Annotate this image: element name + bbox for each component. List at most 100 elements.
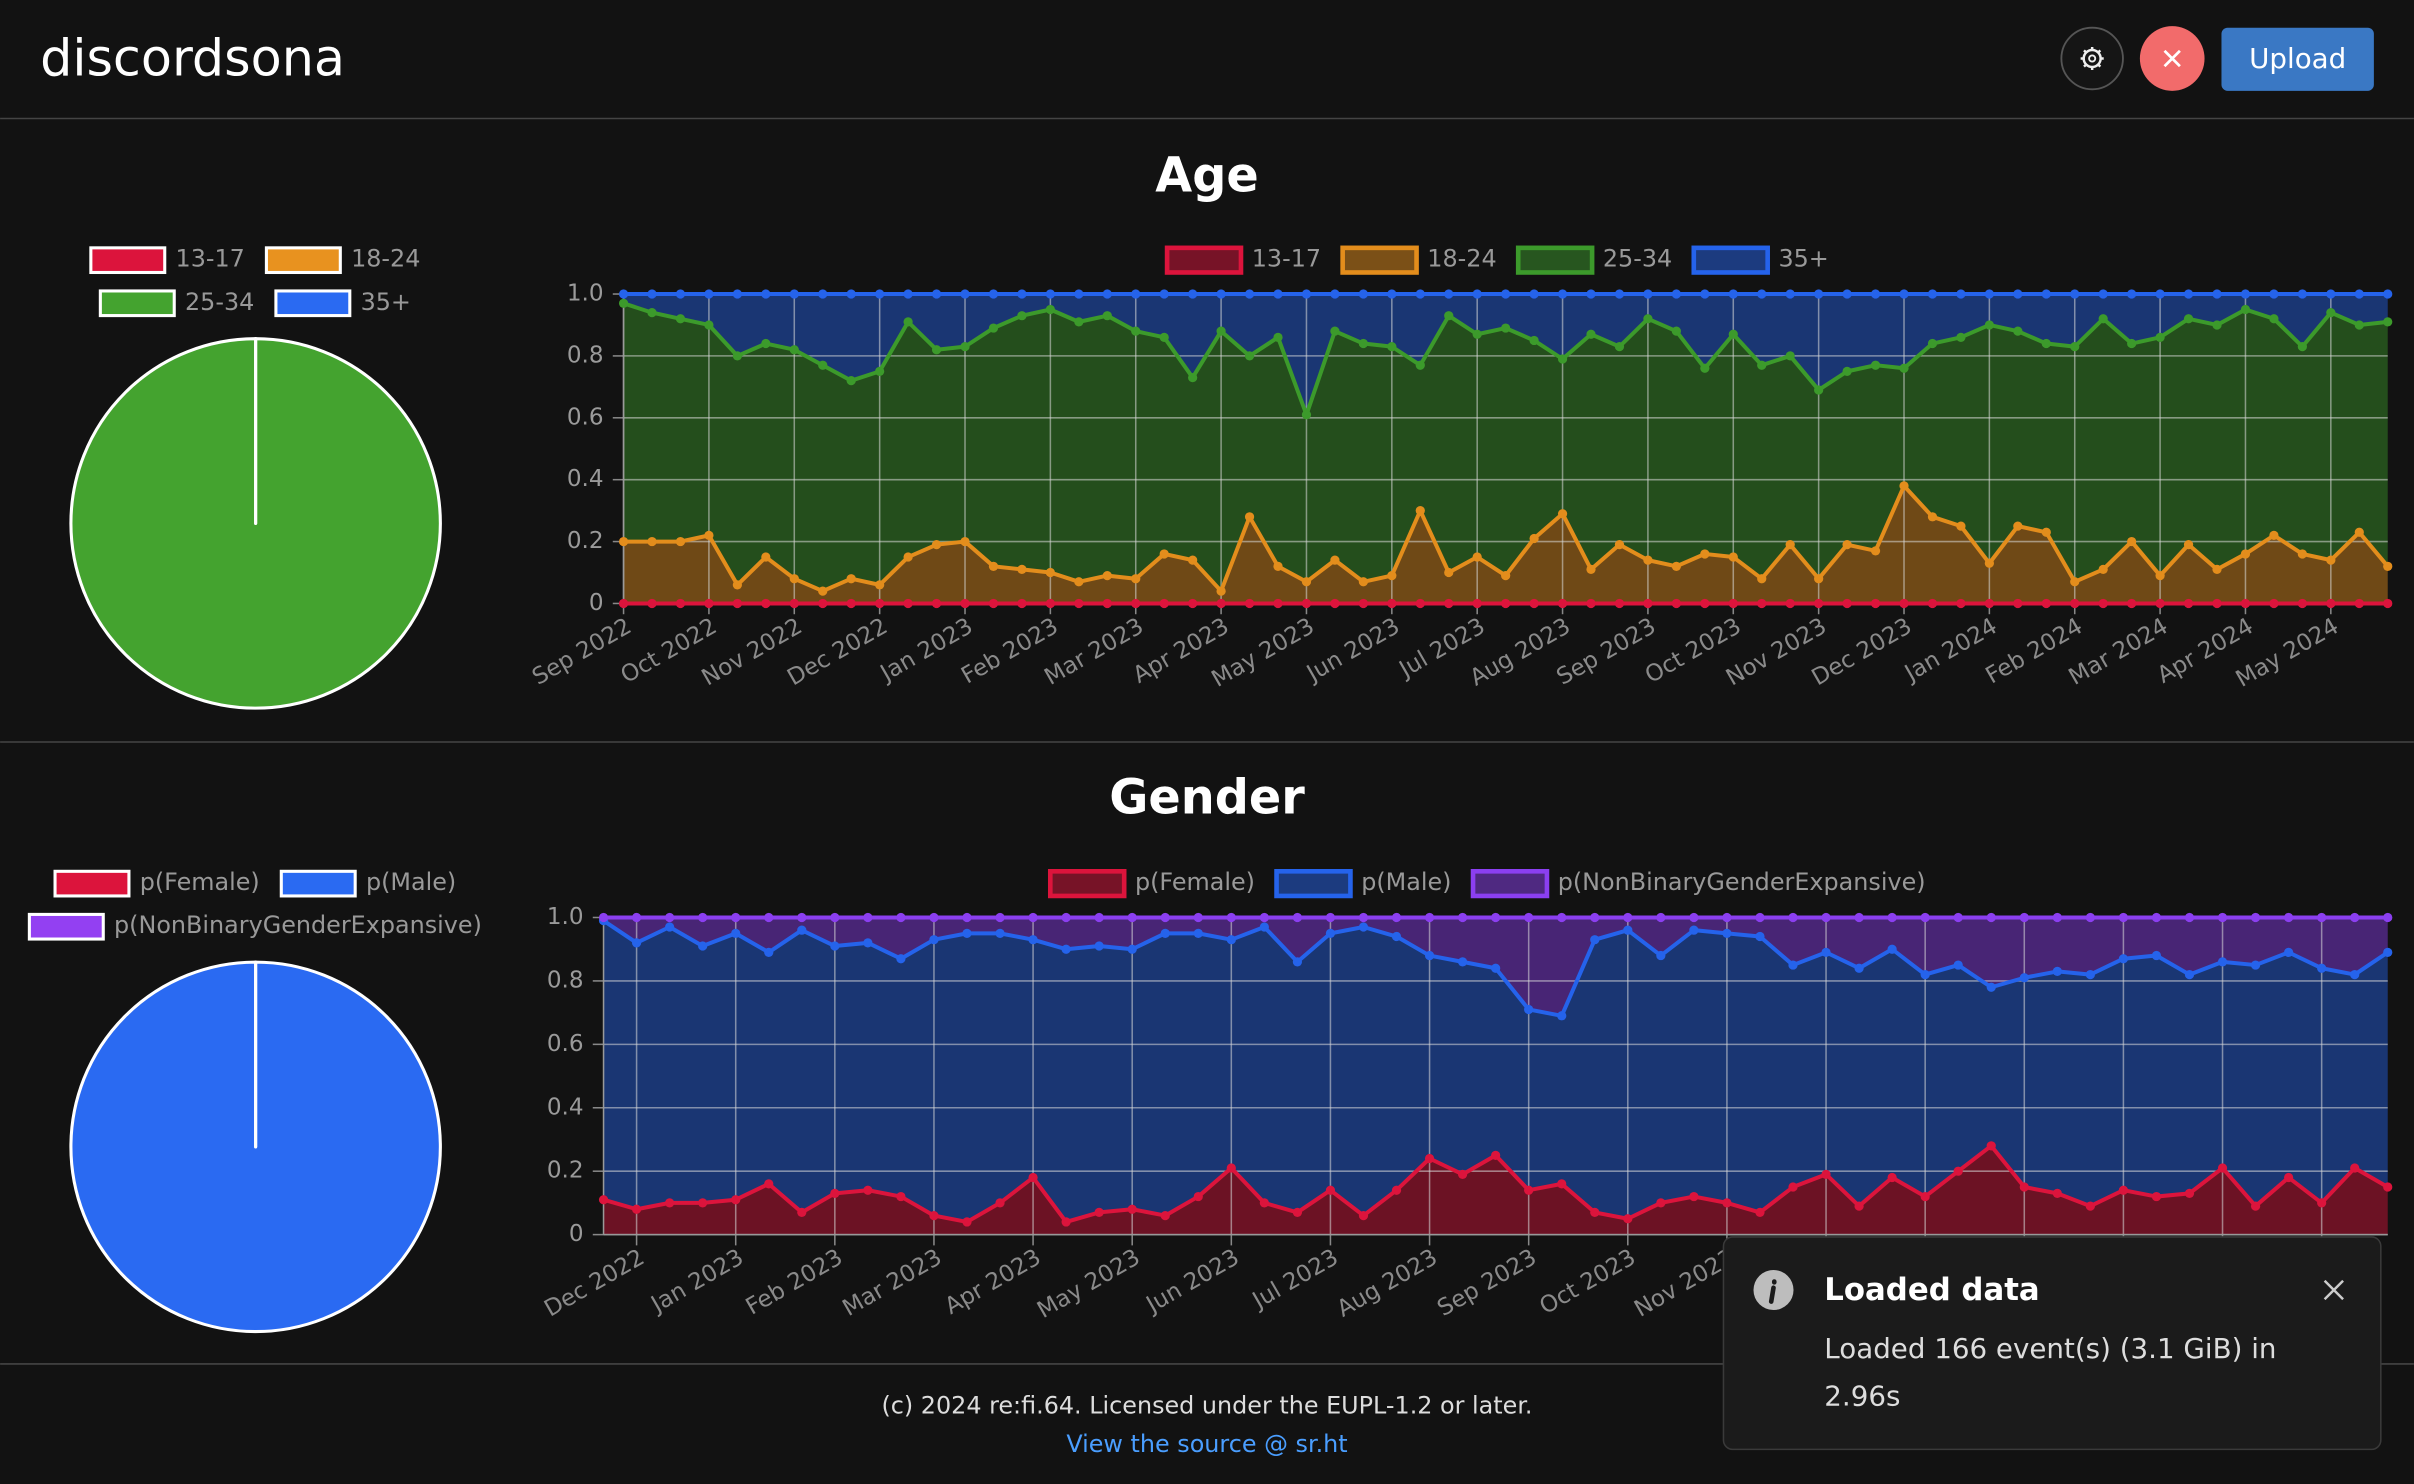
data-point: [1529, 289, 1539, 299]
data-point: [1785, 351, 1795, 361]
data-point: [1722, 912, 1732, 923]
data-point: [1457, 1169, 1468, 1179]
y-tick-label: 0.2: [567, 528, 604, 554]
data-point: [1391, 931, 1402, 942]
data-point: [846, 574, 856, 584]
data-point: [2350, 1163, 2360, 1173]
data-point: [818, 586, 828, 596]
data-point: [1457, 957, 1468, 967]
data-point: [995, 1198, 1005, 1208]
data-point: [1689, 912, 1699, 923]
close-button[interactable]: [2139, 26, 2205, 91]
data-point: [2383, 561, 2393, 571]
legend-label: 25-34: [1603, 245, 1672, 273]
data-point: [2383, 598, 2393, 609]
data-point: [1330, 598, 1340, 609]
data-point: [1226, 1163, 1236, 1173]
data-point: [1623, 1214, 1633, 1224]
data-point: [1094, 941, 1104, 951]
upload-label[interactable]: Upload: [2249, 42, 2346, 75]
data-point: [1689, 1191, 1699, 1202]
legend-label: 35+: [361, 288, 411, 316]
data-point: [2041, 338, 2051, 349]
data-point: [2212, 320, 2222, 330]
data-point: [2283, 912, 2294, 923]
footer: (c) 2024 re:fi.64. Licensed under the EU…: [881, 1392, 1532, 1458]
data-point: [665, 912, 675, 923]
data-point: [2326, 598, 2336, 609]
data-point: [665, 922, 675, 932]
data-point: [1131, 326, 1141, 336]
data-point: [960, 536, 970, 547]
data-point: [731, 912, 741, 923]
data-point: [1986, 982, 1996, 992]
data-point: [1131, 289, 1141, 299]
data-point: [1700, 289, 1710, 299]
data-point: [1358, 1210, 1369, 1221]
data-point: [2151, 950, 2162, 961]
data-point: [665, 1198, 675, 1208]
legend-item: 25-34: [1515, 245, 1672, 275]
data-point: [675, 598, 686, 609]
data-point: [2383, 317, 2393, 327]
data-point: [1755, 931, 1765, 942]
data-point: [988, 289, 999, 299]
data-point: [1590, 935, 1600, 945]
data-point: [2118, 912, 2129, 923]
data-point: [1920, 1191, 1930, 1202]
legend-item: 13-17: [89, 245, 245, 275]
settings-circle[interactable]: [2060, 26, 2124, 91]
data-point: [1557, 354, 1568, 364]
data-point: [1491, 1150, 1501, 1160]
data-point: [704, 289, 714, 299]
toast-close[interactable]: [2323, 1279, 2344, 1301]
data-point: [903, 552, 913, 562]
data-point: [2155, 598, 2165, 609]
data-point: [863, 1185, 873, 1195]
data-point: [2019, 973, 2029, 983]
data-point: [846, 376, 856, 386]
y-tick-label: 0.4: [547, 1094, 584, 1120]
data-point: [1814, 574, 1824, 584]
area-fill: [603, 1145, 2388, 1235]
data-point: [731, 1195, 741, 1205]
data-point: [2070, 342, 2080, 352]
data-point: [1814, 289, 1824, 299]
source-link[interactable]: View the source @ sr.ht: [1066, 1430, 1347, 1458]
upload-button[interactable]: Upload: [2221, 27, 2374, 91]
data-point: [647, 536, 657, 547]
data-point: [731, 928, 741, 938]
data-point: [1444, 598, 1454, 609]
data-point: [1017, 289, 1027, 299]
legend-item: p(Male): [279, 868, 456, 898]
data-point: [2183, 314, 2194, 324]
data-point: [2013, 289, 2023, 299]
data-point: [1927, 598, 1938, 609]
data-point: [2317, 1198, 2327, 1208]
data-point: [2250, 960, 2261, 970]
settings-button[interactable]: [2060, 26, 2124, 91]
data-point: [1292, 957, 1303, 967]
data-point: [931, 540, 942, 550]
toast-title: Loaded data: [1824, 1272, 2039, 1308]
data-point: [2217, 1163, 2228, 1173]
data-point: [1358, 598, 1368, 609]
data-point: [1887, 1172, 1897, 1183]
data-point: [2326, 555, 2336, 565]
legend-item: p(Male): [1274, 868, 1451, 899]
data-point: [1956, 332, 1966, 342]
data-point: [1244, 351, 1255, 361]
data-point: [1273, 332, 1283, 342]
data-point: [1755, 912, 1765, 923]
data-point: [1444, 567, 1454, 578]
data-point: [618, 298, 629, 308]
data-point: [2098, 564, 2108, 575]
data-point: [1920, 969, 1930, 980]
data-point: [1953, 912, 1963, 923]
data-point: [789, 598, 799, 609]
upload-rect[interactable]: [2221, 27, 2374, 91]
data-point: [1854, 1201, 1864, 1211]
data-point: [2127, 338, 2137, 349]
data-point: [1956, 289, 1966, 299]
data-point: [875, 289, 885, 299]
